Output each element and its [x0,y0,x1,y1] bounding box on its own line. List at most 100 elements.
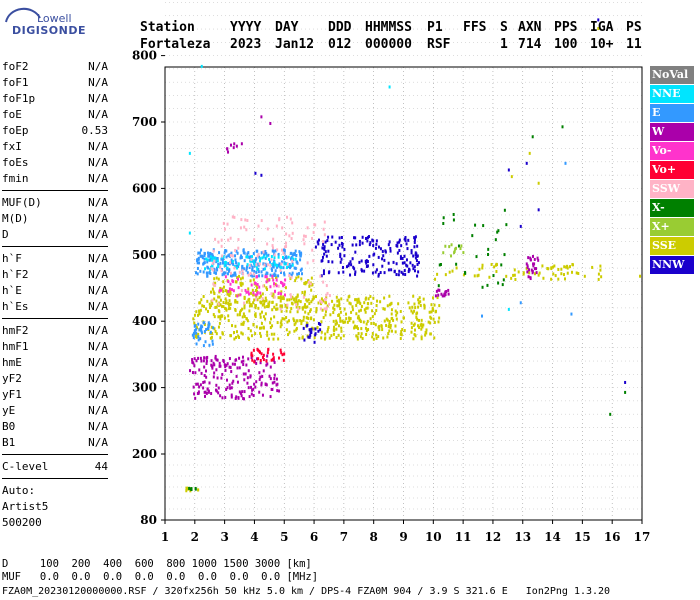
echo-point [203,304,206,308]
echo-point [277,252,280,256]
echo-point [256,262,259,266]
echo-point [214,356,217,360]
echo-point [354,298,357,302]
echo-point [260,321,263,325]
echo-point [227,319,230,323]
echo-point [366,260,369,264]
echo-point [208,343,211,347]
echo-point [291,271,294,275]
param-name: yF1 [2,388,22,401]
echo-point [205,375,208,379]
echo-point [325,293,328,297]
echo-point [501,283,504,287]
param-name: foEs [2,156,29,169]
echo-point [267,303,270,307]
echo-point [246,265,249,269]
echo-point [319,307,322,311]
echo-point [228,287,231,291]
echo-point [217,325,220,329]
echo-point [258,371,261,375]
param-row: foEp 0.53 [2,124,108,140]
x-tick-label: 15 [574,530,591,544]
echo-point [198,385,201,389]
echo-point [255,325,258,329]
y-tick-label: 200 [132,447,157,461]
echo-point [277,255,280,259]
echo-point [639,274,642,278]
echo-point [229,282,232,286]
echo-point [372,296,375,300]
echo-point [214,329,217,333]
echo-point [326,304,329,308]
echo-point [240,360,243,364]
param-value: N/A [88,436,108,449]
echo-point [528,151,531,155]
echo-point [242,359,245,363]
param-value: N/A [88,404,108,417]
echo-point [379,300,382,304]
echo-point [236,366,239,370]
echo-point [294,266,297,270]
echo-point [206,326,209,330]
echo-point [278,217,281,221]
echo-point [260,115,263,119]
echo-point [321,255,324,259]
echo-point [260,219,263,223]
echo-point [276,248,279,252]
echo-point [448,270,451,274]
echo-point [560,272,563,276]
echo-point [396,311,399,315]
echo-point [225,255,228,259]
param-row: C-level 44 [2,460,108,476]
echo-point [279,348,282,352]
echo-point [205,307,208,311]
echo-point [327,271,330,275]
echo-point [252,393,255,397]
echo-point [398,269,401,273]
echo-point [354,236,357,240]
echo-point [202,295,205,299]
echo-point [256,254,259,258]
echo-point [340,257,343,261]
echo-point [238,356,241,360]
echo-point [253,238,256,242]
echo-point [258,377,261,381]
echo-point [269,264,272,268]
echo-point [265,299,268,303]
echo-point [232,289,235,293]
logo-lowell-text: Lowell [37,12,72,25]
echo-point [241,265,244,269]
echo-point [408,267,411,271]
echo-point [389,249,392,253]
echo-point [514,278,517,282]
echo-point [285,244,288,248]
echo-point [277,263,280,267]
echo-point [188,151,191,155]
echo-point [267,337,270,341]
echo-point [220,244,223,248]
echo-point [314,332,317,336]
echo-point [270,317,273,321]
echo-point [210,304,213,308]
echo-point [430,303,433,307]
param-row: yE N/A [2,404,108,420]
echo-point [263,253,266,257]
echo-point [322,227,325,231]
echo-point [297,299,300,303]
echo-point [306,305,309,309]
echo-point [290,273,293,277]
echo-point [195,326,198,330]
echo-point [399,332,402,336]
echo-point [259,331,262,335]
echo-point [322,246,325,250]
echo-point [375,242,378,246]
echo-point [199,356,202,360]
echo-point [240,322,243,326]
echo-point [212,256,215,260]
echo-point [364,326,367,330]
echo-point [245,228,248,232]
echo-point [279,292,282,296]
echo-point [357,332,360,336]
echo-point [264,317,267,321]
legend-item: NoVal [650,66,694,84]
